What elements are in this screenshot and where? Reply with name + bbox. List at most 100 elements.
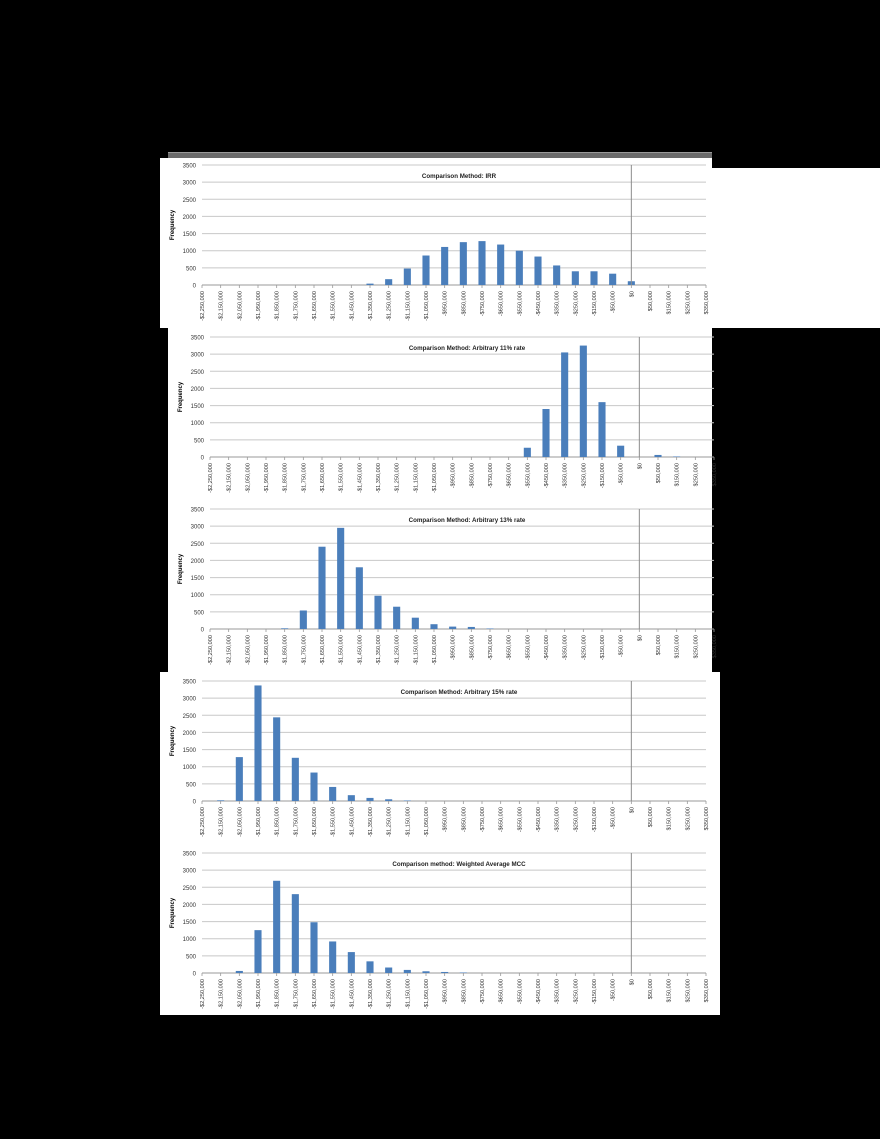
x-tick-label: -$950,000 bbox=[443, 979, 449, 1004]
x-tick-label: -$1,850,000 bbox=[283, 635, 289, 665]
chart-title: Comparison Method: IRR bbox=[422, 173, 497, 180]
chart-title: Comparison Method: Arbitrary 13% rate bbox=[409, 517, 526, 524]
histogram-bar bbox=[441, 246, 449, 285]
x-tick-label: -$950,000 bbox=[451, 635, 457, 660]
histogram-bar bbox=[337, 527, 345, 629]
x-tick-label: -$150,000 bbox=[600, 463, 606, 488]
x-tick-label: -$1,150,000 bbox=[413, 635, 419, 665]
y-tick-label: 1000 bbox=[183, 937, 197, 943]
x-tick-label: -$750,000 bbox=[488, 463, 494, 488]
x-tick-label: -$1,650,000 bbox=[320, 463, 326, 493]
y-tick-label: 0 bbox=[201, 628, 205, 634]
x-tick-label: $250,000 bbox=[685, 979, 691, 1002]
x-tick-label: -$1,850,000 bbox=[283, 463, 289, 493]
x-tick-label: -$950,000 bbox=[443, 807, 449, 832]
chart-title: Comparison Method: Arbitrary 15% rate bbox=[401, 689, 518, 696]
x-tick-label: -$750,000 bbox=[480, 807, 486, 832]
y-axis-label: Frequency bbox=[170, 209, 176, 240]
x-tick-label: $250,000 bbox=[685, 807, 691, 830]
y-tick-label: 3500 bbox=[183, 680, 197, 686]
x-tick-label: -$2,050,000 bbox=[245, 463, 251, 493]
y-tick-label: 0 bbox=[201, 456, 205, 462]
x-tick-label: -$1,850,000 bbox=[275, 807, 281, 837]
histogram-bar bbox=[553, 265, 561, 285]
y-tick-label: 0 bbox=[193, 800, 197, 806]
histogram-bar bbox=[542, 409, 550, 457]
x-tick-label: -$2,150,000 bbox=[219, 807, 225, 837]
x-tick-label: $150,000 bbox=[667, 979, 673, 1002]
histogram-bar bbox=[393, 606, 401, 629]
x-tick-label: -$750,000 bbox=[480, 979, 486, 1004]
x-tick-label: -$1,350,000 bbox=[368, 979, 374, 1009]
y-tick-label: 1500 bbox=[183, 920, 197, 926]
x-tick-label: $150,000 bbox=[675, 635, 681, 658]
x-tick-label: -$150,000 bbox=[592, 979, 598, 1004]
page-white-block bbox=[712, 168, 880, 328]
x-tick-label: -$1,250,000 bbox=[387, 979, 393, 1009]
histogram-arbitrary-13: 0 500 1000 1500 2000 2500 3000 3500 Frequency Com… bbox=[168, 502, 720, 670]
x-tick-label: -$750,000 bbox=[488, 635, 494, 660]
x-tick-label: $250,000 bbox=[685, 291, 691, 314]
x-tick-label: $50,000 bbox=[656, 463, 662, 483]
x-tick-label: $0 bbox=[629, 979, 635, 985]
x-tick-label: -$350,000 bbox=[563, 635, 569, 660]
y-tick-label: 1000 bbox=[183, 765, 197, 771]
chart-title: Comparison Method: Arbitrary 11% rate bbox=[409, 345, 526, 352]
x-tick-label: -$350,000 bbox=[555, 979, 561, 1004]
y-tick-label: 1500 bbox=[183, 232, 197, 238]
y-axis-label: Frequency bbox=[178, 553, 184, 584]
y-tick-label: 0 bbox=[193, 972, 197, 978]
y-tick-label: 1500 bbox=[191, 404, 205, 410]
histogram-arbitrary-11: 0 500 1000 1500 2000 2500 3000 3500 Frequency Com… bbox=[168, 330, 720, 498]
histogram-bar bbox=[347, 795, 355, 801]
x-tick-label: -$2,150,000 bbox=[227, 463, 233, 493]
x-tick-label: -$1,850,000 bbox=[275, 979, 281, 1009]
x-tick-label: -$1,950,000 bbox=[256, 291, 262, 321]
x-tick-label: -$250,000 bbox=[573, 291, 579, 316]
x-tick-label: $50,000 bbox=[648, 291, 654, 311]
x-tick-label: -$250,000 bbox=[581, 635, 587, 660]
y-tick-label: 3000 bbox=[183, 697, 197, 703]
x-tick-label: $0 bbox=[637, 463, 643, 469]
x-tick-label: -$550,000 bbox=[525, 463, 531, 488]
y-axis-label: Frequency bbox=[170, 725, 176, 756]
x-tick-label: -$350,000 bbox=[555, 291, 561, 316]
histogram-bar bbox=[254, 685, 262, 801]
histogram-bar bbox=[534, 256, 542, 285]
x-tick-label: -$1,950,000 bbox=[256, 807, 262, 837]
histogram-bar bbox=[617, 445, 625, 457]
x-tick-label: -$1,050,000 bbox=[424, 807, 430, 837]
y-tick-label: 500 bbox=[186, 266, 197, 272]
x-tick-label: -$1,550,000 bbox=[331, 291, 337, 321]
x-tick-label: -$450,000 bbox=[544, 463, 550, 488]
y-axis-label: Frequency bbox=[170, 897, 176, 928]
histogram-bar bbox=[291, 894, 299, 973]
histogram-bar bbox=[422, 971, 430, 973]
x-tick-label: -$1,550,000 bbox=[331, 807, 337, 837]
x-tick-label: -$250,000 bbox=[581, 463, 587, 488]
x-tick-label: -$2,050,000 bbox=[237, 979, 243, 1009]
x-tick-label: -$50,000 bbox=[619, 463, 625, 485]
y-tick-label: 500 bbox=[186, 954, 197, 960]
histogram-bar bbox=[366, 797, 374, 801]
x-tick-label: -$1,050,000 bbox=[432, 635, 438, 665]
x-tick-label: -$850,000 bbox=[461, 291, 467, 316]
x-tick-label: -$1,950,000 bbox=[256, 979, 262, 1009]
x-tick-label: $50,000 bbox=[648, 807, 654, 827]
x-tick-label: -$2,150,000 bbox=[219, 979, 225, 1009]
x-tick-label: -$1,250,000 bbox=[395, 463, 401, 493]
y-tick-label: 2000 bbox=[183, 903, 197, 909]
histogram-bar bbox=[430, 624, 438, 629]
x-tick-label: -$1,350,000 bbox=[368, 807, 374, 837]
y-tick-label: 2000 bbox=[183, 215, 197, 221]
x-tick-label: $350,000 bbox=[704, 979, 710, 1002]
x-tick-label: -$50,000 bbox=[611, 291, 617, 313]
x-tick-label: -$2,150,000 bbox=[219, 291, 225, 321]
histogram-bar bbox=[366, 961, 374, 973]
histogram-bar bbox=[281, 628, 289, 629]
histogram-bar bbox=[497, 244, 505, 285]
histogram-bar bbox=[310, 772, 318, 801]
histogram-bar bbox=[299, 610, 307, 629]
x-tick-label: -$2,250,000 bbox=[200, 807, 206, 837]
x-tick-label: -$150,000 bbox=[600, 635, 606, 660]
